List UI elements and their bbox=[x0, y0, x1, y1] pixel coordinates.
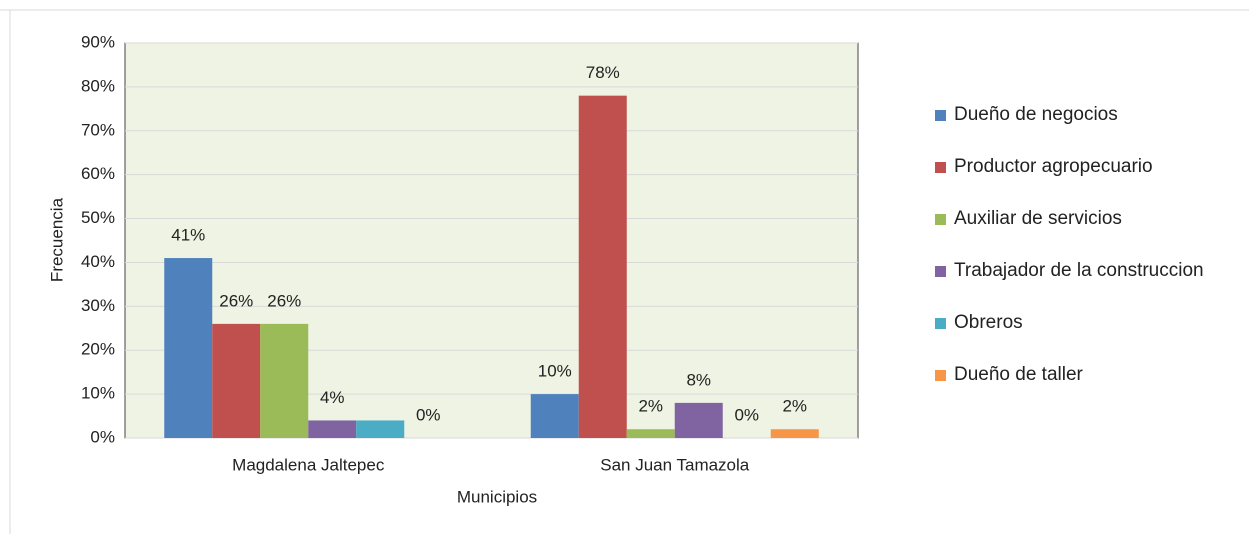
y-tick-label: 30% bbox=[81, 296, 115, 315]
legend-swatch bbox=[935, 370, 946, 381]
legend-swatch bbox=[935, 318, 946, 329]
bar bbox=[674, 402, 723, 438]
data-label: 78% bbox=[586, 63, 620, 82]
legend-swatch bbox=[935, 110, 946, 121]
legend-swatch bbox=[935, 162, 946, 173]
y-tick-label: 60% bbox=[81, 164, 115, 183]
bar bbox=[770, 429, 819, 438]
bar bbox=[164, 258, 213, 438]
data-label: 4% bbox=[320, 388, 345, 407]
x-axis-title: Municipios bbox=[457, 487, 537, 506]
data-label: 26% bbox=[219, 291, 253, 310]
legend-entry: Auxiliar de servicios bbox=[935, 208, 1225, 230]
legend-label: Obreros bbox=[954, 312, 1023, 333]
bar bbox=[308, 420, 357, 438]
bar bbox=[530, 394, 579, 438]
plot-area bbox=[124, 42, 859, 439]
y-tick-label: 40% bbox=[81, 252, 115, 271]
bar bbox=[356, 420, 405, 438]
legend-entry: Productor agropecuario bbox=[935, 156, 1225, 178]
data-label: 2% bbox=[638, 397, 663, 416]
y-tick-label: 80% bbox=[81, 76, 115, 95]
data-label: 26% bbox=[267, 291, 301, 310]
data-label: 10% bbox=[538, 362, 572, 381]
bar bbox=[626, 429, 675, 438]
data-label: 41% bbox=[171, 226, 205, 245]
data-label: 8% bbox=[686, 370, 711, 389]
legend-label: Productor agropecuario bbox=[954, 156, 1153, 177]
x-tick-label: Magdalena Jaltepec bbox=[232, 455, 385, 474]
legend-swatch bbox=[935, 214, 946, 225]
y-tick-label: 50% bbox=[81, 208, 115, 227]
data-label: 0% bbox=[416, 405, 441, 424]
legend-entry: Dueño de negocios bbox=[935, 104, 1225, 126]
bar bbox=[578, 95, 627, 439]
legend-entry: Trabajador de la construccion bbox=[935, 260, 1225, 282]
data-label: 0% bbox=[734, 405, 759, 424]
legend-label: Auxiliar de servicios bbox=[954, 208, 1122, 229]
legend-entry: Obreros bbox=[935, 312, 1225, 334]
y-tick-label: 10% bbox=[81, 384, 115, 403]
data-label: 2% bbox=[782, 397, 807, 416]
x-tick-label: San Juan Tamazola bbox=[600, 455, 750, 474]
y-tick-label: 90% bbox=[81, 32, 115, 51]
legend-swatch bbox=[935, 266, 946, 277]
bar bbox=[212, 323, 261, 438]
y-tick-label: 70% bbox=[81, 120, 115, 139]
y-axis-title: Frecuencia bbox=[47, 197, 66, 282]
legend-label: Dueño de taller bbox=[954, 364, 1083, 385]
legend-label: Dueño de negocios bbox=[954, 104, 1118, 125]
y-tick-label: 20% bbox=[81, 340, 115, 359]
bar bbox=[260, 323, 309, 438]
legend-entry: Dueño de taller bbox=[935, 364, 1225, 386]
y-tick-label: 0% bbox=[90, 427, 115, 446]
legend-label: Trabajador de la construccion bbox=[954, 260, 1204, 281]
